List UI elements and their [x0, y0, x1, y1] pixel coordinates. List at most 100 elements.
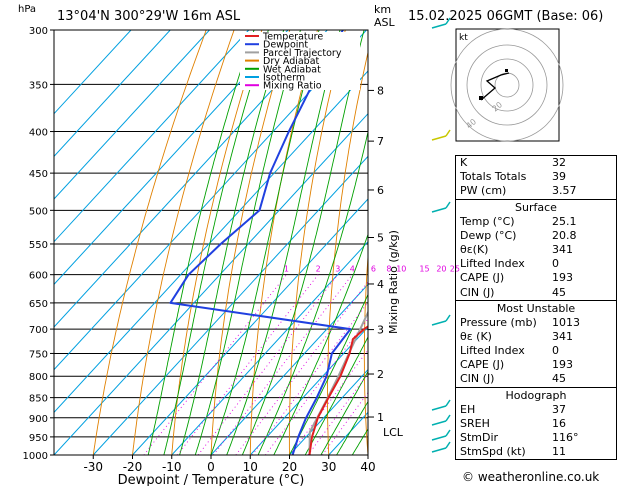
wet-adiabat-line [210, 30, 320, 455]
temperature-tick-label: 0 [207, 460, 215, 474]
mu-label: CIN (J) [460, 372, 495, 386]
surface-value: 25.1 [552, 214, 577, 228]
wet-adiabat-line [241, 30, 365, 455]
wet-adiabat-line [163, 30, 269, 455]
isotherm-line [54, 30, 328, 328]
surface-row: θε(K) 341 [456, 243, 616, 257]
wet-adiabat-line [179, 30, 285, 455]
isotherm-line [92, 155, 368, 455]
mixing-ratio-label: 20 [436, 265, 446, 274]
mixing-ratio-label: 25 [450, 265, 460, 274]
mu-row: θε (K) 341 [456, 330, 616, 344]
hodograph-stats-title: Hodograph [505, 388, 567, 402]
wet-adiabat-line [226, 30, 341, 455]
isotherm-line [289, 368, 368, 455]
mu-label: Lifted Index [460, 344, 525, 358]
most-unstable-title: Most Unstable [496, 301, 576, 315]
most-unstable-section: Most Unstable Pressure (mb) 1013 θε (K) 34… [456, 299, 616, 387]
hodo-label: SREH [460, 416, 490, 430]
index-value: 32 [552, 156, 566, 169]
pressure-label: 650 [29, 299, 48, 310]
pressure-label: 550 [29, 240, 48, 251]
km-tick-label: 8 [377, 84, 384, 97]
mixing-ratio-line [143, 274, 287, 455]
wind-barb [445, 201, 451, 209]
isotherm-line [249, 326, 368, 455]
wind-barb [431, 435, 447, 441]
isotherm-line [54, 30, 210, 200]
temperature-line [308, 325, 368, 455]
surface-row: Lifted Index 0 [456, 257, 616, 271]
index-value: 3.57 [552, 184, 577, 198]
hodograph-stats-section: Hodograph EH 37 SREH 16 StmDir 116° StmSpd … [456, 386, 616, 460]
mu-row: CAPE (J) 193 [456, 358, 616, 372]
temperature-tick-label: 10 [243, 460, 258, 474]
temperature-tick-label: 30 [321, 460, 336, 474]
wind-barb [431, 447, 447, 453]
wet-adiabat-line [304, 336, 368, 455]
location-header: 13°04'N 300°29'W 16m ASL [57, 9, 241, 24]
km-label: km [374, 3, 392, 16]
wind-barb [431, 320, 447, 326]
pressure-label: 1000 [23, 451, 48, 462]
surface-value: 0 [552, 257, 559, 271]
pressure-label: 350 [29, 80, 48, 91]
mu-value: 193 [552, 358, 573, 372]
surface-label: Lifted Index [460, 257, 525, 271]
copyright-footer: © weatheronline.co.uk [462, 470, 600, 484]
wind-barb [445, 429, 451, 437]
hodograph-ring [450, 28, 564, 142]
hodograph-trace [480, 72, 510, 101]
index-label: PW (cm) [460, 184, 507, 198]
mu-label: Pressure (mb) [460, 315, 537, 329]
isotherm-line [210, 283, 368, 455]
wet-adiabat-line [194, 30, 301, 455]
isotherm-line [171, 240, 368, 455]
wet-adiabat-line [257, 130, 368, 455]
mixing-ratio-label: 3 [335, 265, 340, 274]
indices-panel: K 32 Totals Totals 39 PW (cm) 3.57 Surface … [455, 155, 617, 461]
isotherm-line [54, 30, 132, 115]
isotherm-line [54, 30, 289, 286]
wind-barb [445, 399, 451, 407]
hodo-label: EH [460, 402, 476, 416]
mixing-ratio-label: 6 [371, 265, 376, 274]
mu-value: 341 [552, 329, 573, 343]
surface-value: 341 [552, 242, 573, 256]
pressure-label: 850 [29, 394, 48, 405]
pressure-label: 300 [29, 26, 48, 37]
mu-value: 1013 [552, 315, 580, 329]
hpa-axis-unit: hPa [18, 4, 37, 15]
index-row-k: K 32 [456, 156, 616, 170]
surface-section: Surface Temp (°C) 25.1 Dewp (°C) 20.8 θε(K… [456, 198, 616, 300]
surface-label: θε(K) [460, 242, 489, 256]
hodograph-ring [466, 44, 548, 126]
pressure-label: 600 [29, 271, 48, 282]
dry-adiabat-line [623, 30, 629, 455]
surface-row: CAPE (J) 193 [456, 271, 616, 285]
surface-value: 20.8 [552, 228, 577, 242]
mu-value: 0 [552, 344, 559, 358]
pressure-label: 500 [29, 206, 48, 217]
isotherm-line [54, 30, 250, 243]
isotherm-line [54, 30, 171, 158]
legend-entry: Temperature [262, 32, 323, 43]
dry-adiabat-line [171, 30, 263, 455]
mixing-ratio-line [235, 281, 368, 455]
hodo-value: 16 [552, 416, 566, 430]
wind-barb [445, 129, 451, 137]
legend-entry: Dewpoint [263, 40, 308, 51]
mixing-ratio-line [213, 274, 353, 455]
dry-adiabat-line [210, 30, 291, 455]
wind-barb [445, 441, 451, 449]
wet-adiabat-line [320, 370, 368, 455]
hodo-value: 116° [552, 431, 579, 444]
mixing-ratio-label: 15 [419, 265, 429, 274]
datetime-header: 15.02.2025 06GMT (Base: 06) [408, 9, 604, 24]
surface-label: Dewp (°C) [460, 228, 517, 242]
wind-barb [431, 135, 447, 141]
mu-row: Pressure (mb) 1013 [456, 316, 616, 330]
temperature-tick-label: 40 [360, 460, 375, 474]
dry-adiabat-line [400, 30, 429, 455]
surface-label: CIN (J) [460, 285, 495, 299]
